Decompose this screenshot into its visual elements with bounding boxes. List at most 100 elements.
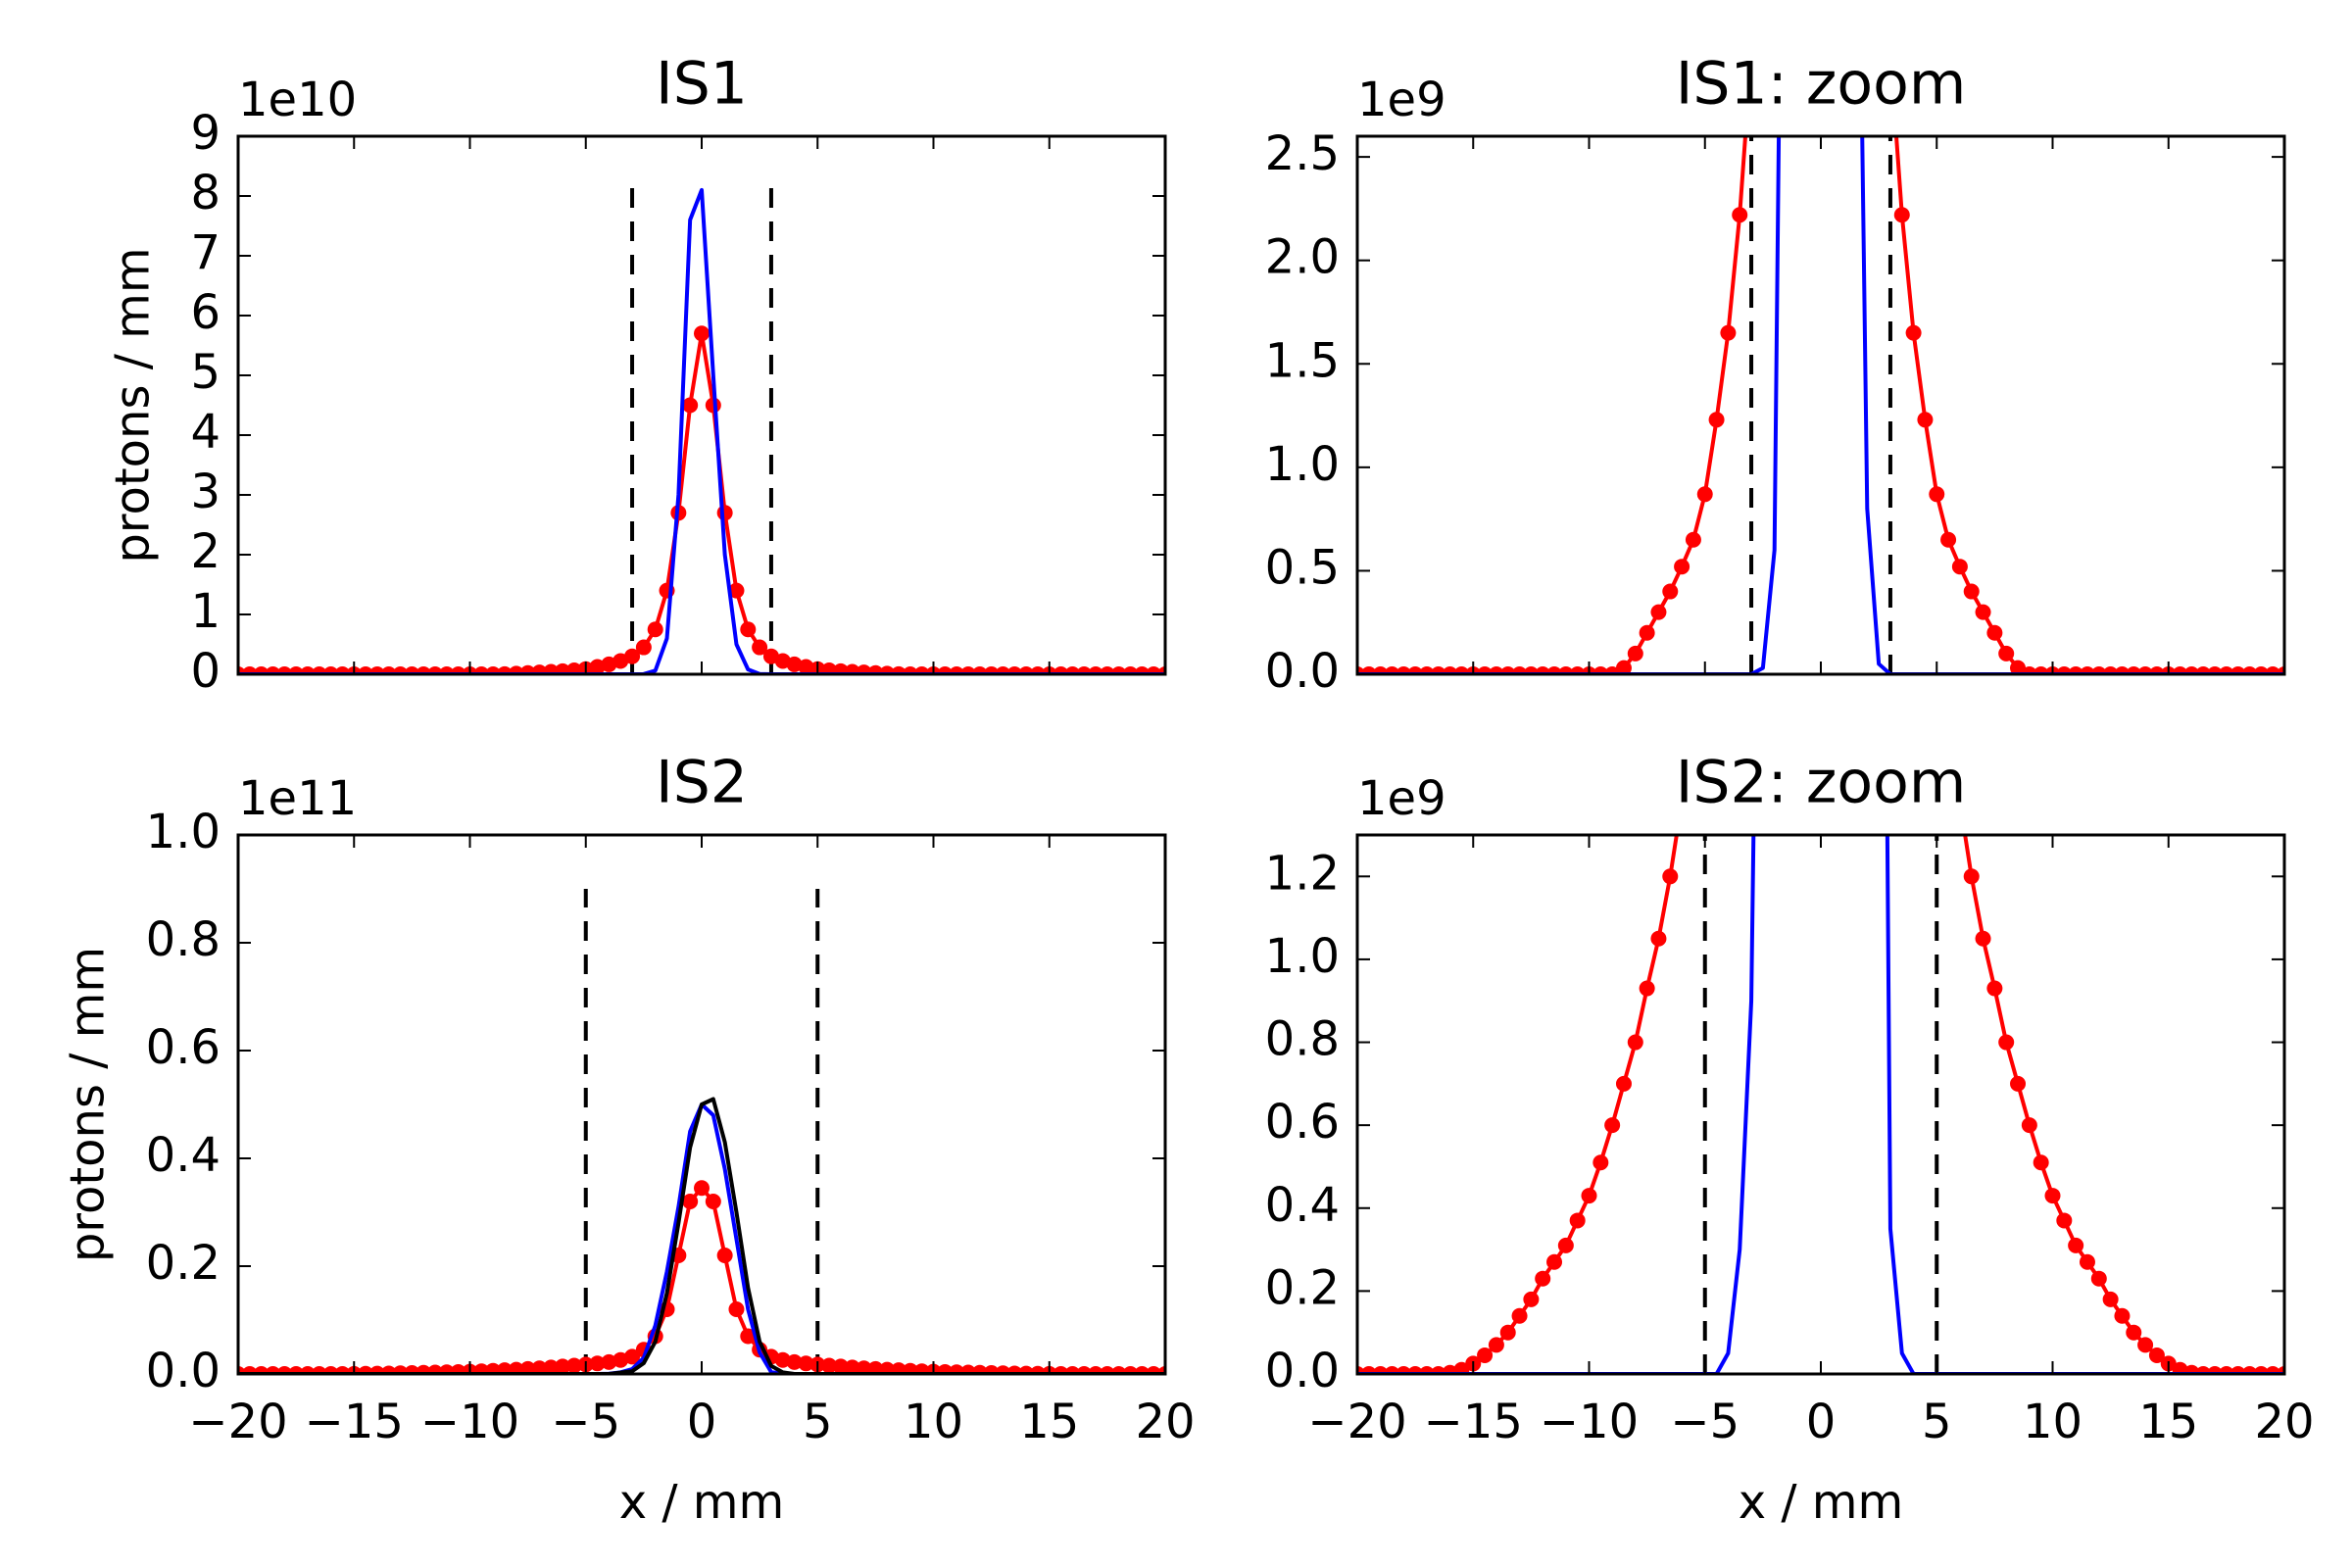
data-point <box>774 1351 791 1368</box>
data-point <box>891 665 907 674</box>
series-line <box>1357 835 2284 1374</box>
data-point <box>1477 1347 1494 1363</box>
y-tick-label: 6 <box>190 285 220 340</box>
data-point <box>1604 1117 1621 1134</box>
x-tick-label: 20 <box>2254 1395 2314 1449</box>
series-line <box>1357 136 2284 674</box>
y-tick-label: 2 <box>190 524 220 579</box>
data-point <box>821 1357 838 1374</box>
data-point <box>1975 930 1991 947</box>
data-point <box>1627 645 1643 662</box>
y-tick-label: 1.5 <box>1265 333 1340 388</box>
x-tick-label: −20 <box>188 1395 287 1449</box>
data-point <box>1639 980 1655 997</box>
offset-text: 1e10 <box>238 73 357 127</box>
data-point <box>682 1194 699 1209</box>
data-point <box>1064 1365 1081 1374</box>
x-tick-label: −5 <box>1670 1395 1740 1449</box>
y-tick-label: 0.2 <box>146 1236 220 1291</box>
y-tick-label: 2.5 <box>1265 126 1340 181</box>
data-point <box>1674 559 1690 575</box>
data-point <box>635 639 652 656</box>
data-point <box>1546 1253 1563 1270</box>
data-point <box>1627 1034 1643 1051</box>
data-point <box>2172 1361 2188 1374</box>
data-point <box>867 664 884 674</box>
data-point <box>1662 868 1679 885</box>
data-point <box>1963 868 1980 885</box>
y-tick-label: 0.4 <box>146 1128 220 1183</box>
data-point <box>2137 1337 2154 1353</box>
y-tick-label: 1.0 <box>146 805 220 859</box>
chart-title: IS1 <box>656 50 748 119</box>
x-axis-label: x / mm <box>619 1475 785 1530</box>
data-point <box>716 1248 733 1263</box>
plot-area <box>238 177 1165 674</box>
data-point <box>1615 1075 1632 1092</box>
y-axis-label: protons / mm <box>105 247 160 563</box>
data-point <box>786 1353 803 1370</box>
data-point <box>879 665 896 674</box>
data-point <box>647 621 663 638</box>
x-tick-label: −10 <box>1540 1395 1639 1449</box>
data-point <box>1905 324 1922 341</box>
y-tick-label: 1.0 <box>1265 929 1340 984</box>
data-point <box>2102 1291 2119 1307</box>
data-point <box>565 1357 582 1374</box>
data-point <box>2010 1075 2027 1092</box>
data-point <box>1650 604 1667 620</box>
data-point <box>2148 1347 2165 1363</box>
data-point <box>543 1359 560 1374</box>
data-point <box>334 1365 351 1374</box>
y-tick-label: 0.6 <box>1265 1095 1340 1150</box>
data-point <box>2079 1253 2095 1270</box>
y-tick-label: 0.0 <box>146 1344 220 1398</box>
data-point <box>2044 1188 2061 1204</box>
y-tick-label: 0.4 <box>1265 1178 1340 1233</box>
chart-title: IS2 <box>656 749 748 817</box>
data-point <box>728 582 745 599</box>
x-tick-label: −10 <box>420 1395 519 1449</box>
data-point <box>322 1365 339 1374</box>
data-point <box>589 1355 606 1372</box>
data-point <box>694 325 710 342</box>
y-tick-label: 2.0 <box>1265 230 1340 285</box>
data-point <box>1029 1365 1046 1374</box>
data-point <box>565 662 582 674</box>
offset-text: 1e11 <box>238 771 357 826</box>
data-point <box>2126 1324 2142 1341</box>
data-point <box>856 1360 872 1374</box>
data-point <box>844 1359 860 1374</box>
data-point <box>1986 980 2003 997</box>
data-point <box>624 648 641 664</box>
y-tick-label: 0.0 <box>1265 644 1340 699</box>
x-tick-label: 0 <box>687 1395 717 1449</box>
data-point <box>1535 1270 1551 1287</box>
x-tick-label: 15 <box>2138 1395 2198 1449</box>
data-point <box>1511 1307 1528 1324</box>
y-axis-label: protons / mm <box>61 947 116 1262</box>
data-point <box>358 1365 374 1374</box>
data-point <box>2021 1117 2037 1134</box>
data-point <box>1975 604 1991 620</box>
x-tick-label: 5 <box>803 1395 833 1449</box>
y-tick-label: 0.5 <box>1265 540 1340 595</box>
x-tick-label: 10 <box>2023 1395 2082 1449</box>
data-point <box>1696 486 1713 503</box>
data-point <box>2183 1364 2200 1374</box>
data-point <box>519 1360 536 1374</box>
data-point <box>1998 645 2015 662</box>
data-point <box>2056 1212 2073 1229</box>
y-tick-label: 0.2 <box>1265 1260 1340 1315</box>
data-point <box>1018 1365 1035 1374</box>
x-tick-label: −15 <box>1424 1395 1523 1449</box>
data-point <box>1499 1324 1516 1341</box>
data-point <box>508 1361 524 1374</box>
data-point <box>2010 660 2027 674</box>
y-tick-label: 5 <box>190 345 220 400</box>
x-tick-label: 20 <box>1135 1395 1195 1449</box>
data-point <box>1006 1365 1023 1374</box>
y-tick-label: 8 <box>190 166 220 220</box>
offset-text: 1e9 <box>1357 771 1446 826</box>
